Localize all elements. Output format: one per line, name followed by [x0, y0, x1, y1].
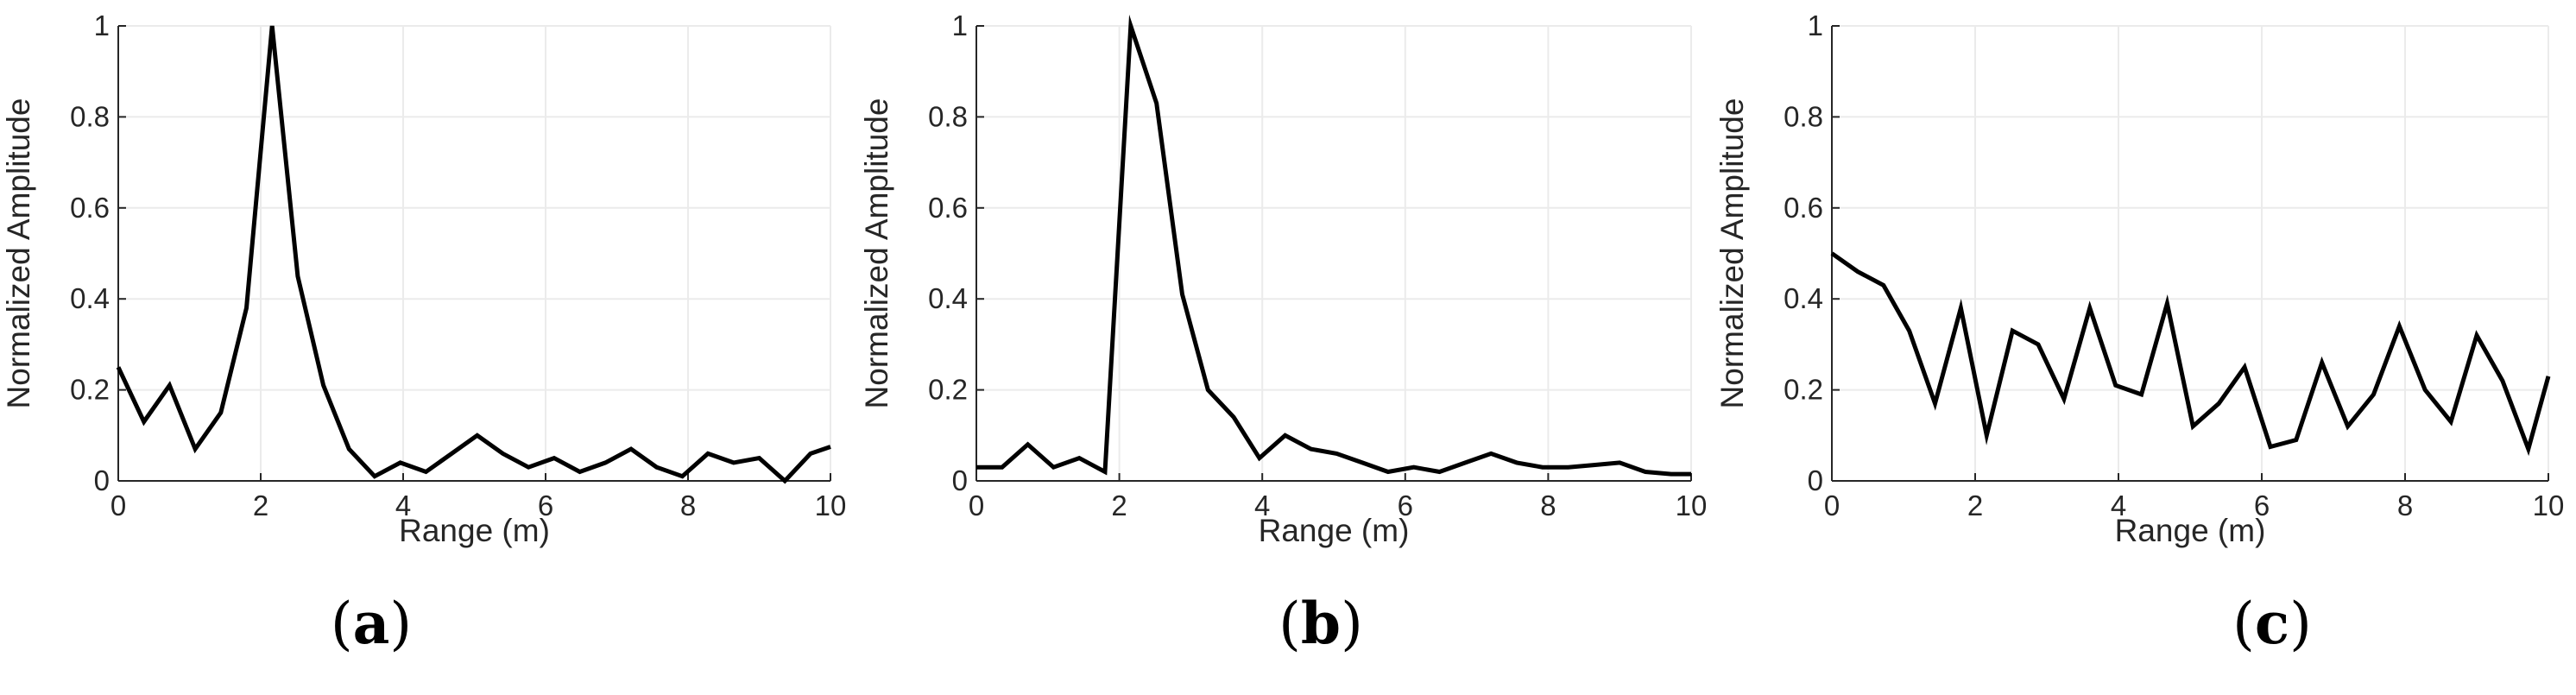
x-tick-label: 4 [395, 490, 411, 521]
y-tick-label: 0.8 [1784, 100, 1823, 132]
data-series-line [116, 25, 831, 484]
y-tick-label: 1 [952, 9, 968, 41]
x-tick-label: 0 [969, 490, 984, 521]
x-tick-label: 8 [1540, 490, 1556, 521]
x-tick-label: 10 [1676, 490, 1708, 521]
x-tick-label: 2 [253, 490, 268, 521]
y-tick-label: 0.2 [70, 374, 110, 406]
y-tick-label: 0.4 [928, 282, 968, 314]
x-axis-label: Range (m) [1259, 513, 1410, 548]
x-tick-label: 8 [680, 490, 696, 521]
x-tick-label: 6 [1398, 490, 1413, 521]
data-series-line [1830, 251, 2551, 457]
x-tick-label: 10 [2533, 490, 2565, 521]
y-tick-label: 0.8 [70, 100, 110, 132]
y-tick-label: 0 [952, 464, 968, 496]
y-tick-label: 0.2 [1784, 374, 1823, 406]
y-axis-label: Normalized Amplitude [1, 98, 36, 409]
x-tick-label: 0 [110, 490, 126, 521]
x-tick-label: 4 [1254, 490, 1270, 521]
panel-letter: b [1301, 590, 1341, 657]
x-tick-label: 0 [1824, 490, 1840, 521]
y-tick-label: 0.6 [70, 192, 110, 224]
x-tick-label: 2 [1111, 490, 1127, 521]
y-tick-label: 1 [1808, 9, 1823, 41]
y-tick-label: 0.4 [70, 282, 110, 314]
y-tick-label: 0.2 [928, 374, 968, 406]
panel-label: (c) [2232, 590, 2312, 657]
x-tick-label: 6 [2254, 490, 2270, 521]
panel-label: (a) [331, 590, 412, 657]
x-axis-label: Range (m) [2115, 513, 2266, 548]
x-tick-label: 2 [1967, 490, 1983, 521]
panel-letter: c [2255, 590, 2289, 657]
x-tick-label: 10 [815, 490, 847, 521]
y-tick-label: 0.4 [1784, 282, 1823, 314]
y-tick-label: 0.6 [1784, 192, 1823, 224]
panel-letter: a [353, 590, 390, 657]
y-tick-label: 0.8 [928, 100, 968, 132]
y-tick-label: 0 [1808, 464, 1823, 496]
y-tick-label: 1 [94, 9, 110, 41]
chart-panel-c: 0 2 4 6 8 10 0 0.2 0.4 0.6 0.8 1 Range (m) Normalized… [1714, 9, 2564, 657]
y-axis-label: Normalized Amplitude [1714, 98, 1750, 409]
x-tick-label: 6 [538, 490, 553, 521]
panel-label: (b) [1279, 590, 1363, 657]
y-axis-label: Normalized Amplitude [859, 98, 894, 409]
x-axis-label: Range (m) [399, 513, 550, 548]
y-tick-label: 0 [94, 464, 110, 496]
chart-panel-a: 0 2 4 6 8 10 0 0.2 0.4 0.6 0.8 1 Range (m) Normalized… [1, 9, 846, 657]
x-tick-label: 8 [2397, 490, 2413, 521]
x-tick-label: 4 [2111, 490, 2126, 521]
data-series-line [976, 14, 1691, 477]
chart-panel-b: 0 2 4 6 8 10 0 0.2 0.4 0.6 0.8 1 Range (m) Normalized… [859, 9, 1707, 657]
y-tick-label: 0.6 [928, 192, 968, 224]
